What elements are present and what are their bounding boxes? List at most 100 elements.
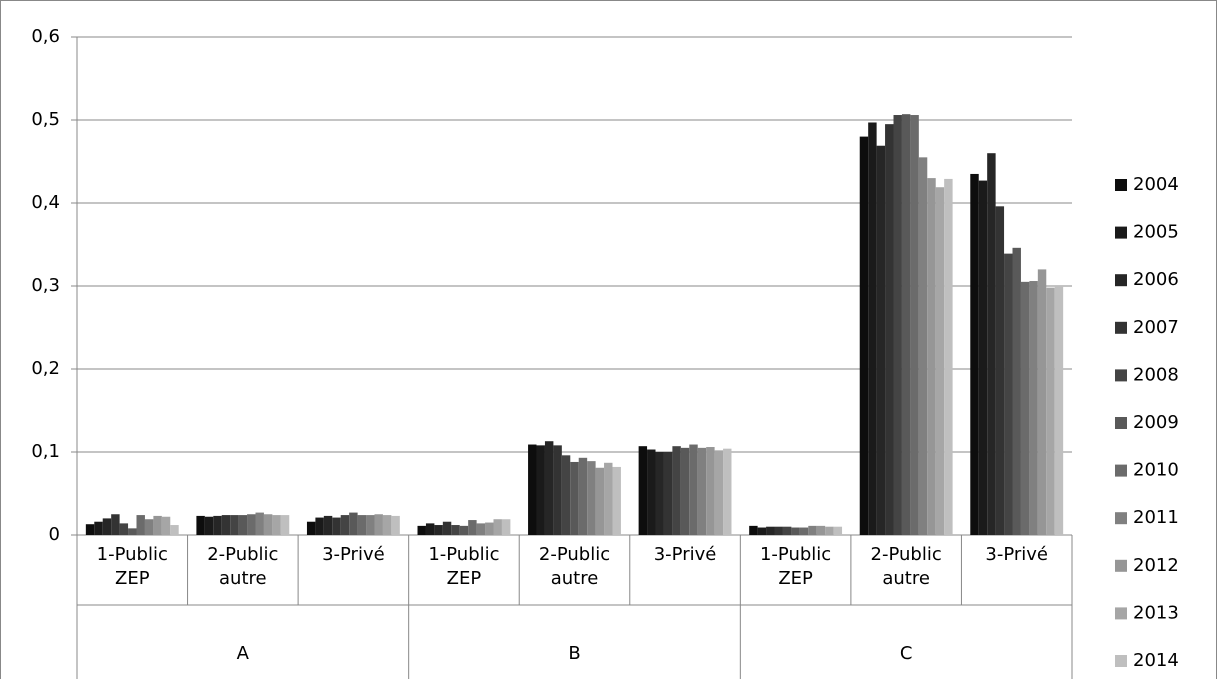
bar [119, 523, 129, 535]
bar [723, 448, 732, 535]
bar [238, 515, 248, 535]
bar [561, 455, 571, 535]
bar [833, 526, 843, 535]
bar [315, 517, 324, 535]
bar [102, 518, 112, 535]
legend-label: 2009 [1133, 412, 1179, 433]
bar [459, 525, 469, 535]
x-tick-label: 2-Public autre [538, 544, 611, 589]
legend-swatch [1115, 607, 1127, 620]
legend-label: 2014 [1133, 650, 1179, 671]
bar [144, 519, 154, 535]
bar [893, 115, 902, 536]
bar [766, 526, 775, 535]
bar [374, 514, 383, 535]
y-tick-label: 0,5 [31, 109, 60, 130]
bar [995, 206, 1005, 535]
bar [451, 525, 460, 535]
legend-label: 2004 [1133, 174, 1179, 195]
bar [672, 446, 681, 535]
bar [280, 515, 290, 535]
bar [476, 523, 486, 535]
legend-label: 2011 [1133, 507, 1179, 528]
bar [918, 157, 928, 535]
bar [340, 515, 350, 535]
bar [536, 445, 545, 535]
x-tick-label: 2-Public autre [870, 544, 942, 589]
bar [323, 515, 333, 535]
bar [638, 446, 648, 535]
x-tick-label: 1-Public ZEP [759, 544, 832, 589]
bar [595, 467, 605, 535]
legend-label: 2008 [1133, 364, 1179, 385]
legend-label: 2013 [1133, 602, 1179, 623]
x-tick-label: 2-Public autre [207, 544, 279, 589]
bar [1004, 253, 1013, 535]
bar [425, 523, 435, 535]
bar [612, 466, 621, 535]
bar [944, 178, 953, 535]
bar [859, 136, 869, 535]
y-tick-label: 0,4 [31, 192, 60, 213]
bar [901, 114, 911, 535]
bar [544, 441, 554, 535]
bar [868, 122, 877, 536]
bar [170, 525, 179, 535]
bar [136, 515, 145, 535]
bar [485, 522, 494, 535]
bar [357, 515, 367, 535]
bar [578, 457, 588, 535]
bar [213, 515, 222, 535]
bar [689, 444, 698, 535]
bar [332, 517, 341, 535]
y-tick-label: 0 [49, 524, 60, 545]
bar [680, 447, 690, 535]
bar [196, 515, 205, 535]
bar [927, 178, 936, 535]
x-tick-label: 1-Public ZEP [96, 544, 168, 589]
legend-label: 2012 [1133, 555, 1179, 576]
bar [655, 452, 664, 535]
x-tick-label: 3-Privé [985, 544, 1049, 565]
bar [910, 115, 919, 536]
y-tick-label: 0,3 [31, 275, 60, 296]
group-label: C [900, 643, 913, 664]
bar [1020, 281, 1030, 535]
bar [306, 521, 316, 535]
bar [876, 145, 886, 536]
legend-swatch [1115, 464, 1127, 477]
bar [774, 526, 783, 535]
legend-swatch [1115, 369, 1127, 382]
bar [749, 525, 758, 535]
legend-swatch [1115, 655, 1127, 667]
bar [391, 515, 400, 535]
bar [1054, 286, 1064, 535]
bar [706, 447, 715, 535]
bar [553, 445, 562, 535]
bar [468, 520, 477, 535]
bar [587, 461, 596, 535]
bar [757, 527, 767, 535]
bar [366, 515, 375, 535]
bar [161, 516, 171, 535]
bar [782, 526, 792, 535]
bar [263, 514, 273, 535]
bar [272, 515, 281, 535]
legend-label: 2006 [1133, 269, 1179, 290]
bar [1029, 281, 1038, 535]
legend-swatch [1115, 179, 1127, 191]
x-tick-label: 3-Privé [322, 544, 385, 565]
bar [808, 525, 817, 535]
group-label: A [237, 643, 250, 664]
legend-swatch [1115, 274, 1127, 287]
x-tick-label: 1-Public ZEP [428, 544, 500, 589]
bar [1046, 287, 1055, 535]
bar [987, 153, 996, 535]
bar [604, 462, 613, 535]
bar [493, 519, 502, 535]
bar [442, 521, 452, 535]
bar [111, 514, 120, 535]
bar [1012, 247, 1021, 535]
